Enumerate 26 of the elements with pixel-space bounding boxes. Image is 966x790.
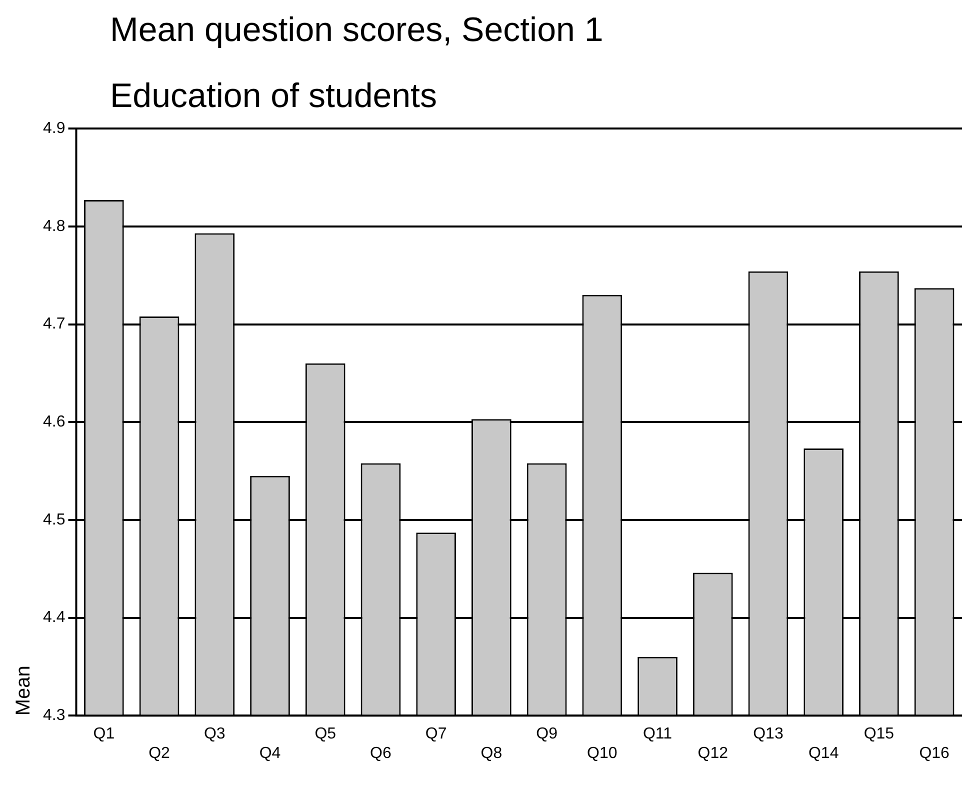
chart-title: Mean question scores, Section 1 xyxy=(110,10,604,50)
y-tick-label: 4.5 xyxy=(42,511,66,528)
x-tick-label: Q5 xyxy=(314,726,336,743)
x-tick-label: Q14 xyxy=(808,744,839,762)
y-tick-label: 4.6 xyxy=(42,414,66,431)
x-tick-label: Q9 xyxy=(536,726,558,743)
x-tick-label: Q4 xyxy=(259,744,281,762)
y-tick-label: 4.7 xyxy=(42,316,66,333)
x-tick-label: Q13 xyxy=(753,726,784,743)
x-tick-label: Q15 xyxy=(864,726,894,743)
x-tick-label: Q2 xyxy=(148,744,170,762)
y-tick-label: 4.9 xyxy=(42,120,66,138)
x-tick-label: Q3 xyxy=(204,726,226,743)
chart-subtitle: Education of students xyxy=(110,76,438,116)
x-tick-label: Q10 xyxy=(587,744,618,762)
y-tick-label: 4.3 xyxy=(42,707,66,724)
x-tick-label: Q16 xyxy=(919,744,950,762)
x-tick-label: Q11 xyxy=(642,726,672,743)
y-axis-title: Mean xyxy=(12,666,35,716)
x-tick-label: Q1 xyxy=(93,726,115,743)
x-tick-label: Q12 xyxy=(698,744,728,762)
y-tick-label: 4.8 xyxy=(42,218,66,235)
x-tick-label: Q6 xyxy=(370,744,392,762)
x-tick-label: Q8 xyxy=(480,744,502,762)
x-tick-label: Q7 xyxy=(425,726,447,743)
y-tick-label: 4.4 xyxy=(42,609,66,626)
